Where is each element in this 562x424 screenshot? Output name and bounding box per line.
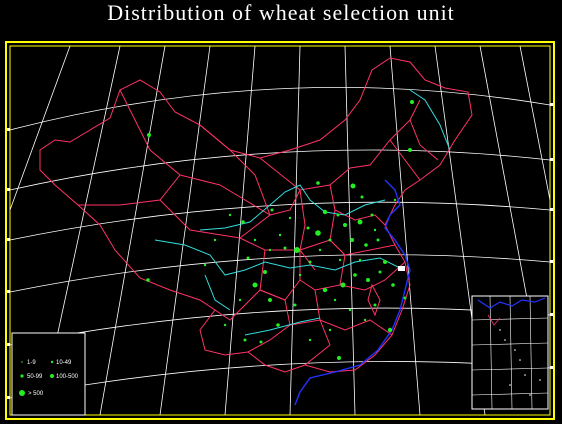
map-title: Distribution of wheat selection unit	[107, 0, 455, 25]
heilongjiang-river	[409, 89, 451, 151]
border-tibet	[159, 199, 266, 321]
legend-label-5: > 500	[28, 391, 44, 397]
border-hubei	[299, 239, 346, 291]
province-borders	[39, 57, 473, 373]
legend-label-3: 50-99	[27, 374, 43, 380]
map-frame	[5, 41, 555, 420]
legend-label-4: 100-500	[56, 374, 79, 380]
border-gansu	[199, 124, 301, 216]
rivers	[154, 89, 451, 336]
border-northeast-2	[389, 139, 421, 181]
legend-symbol-4	[50, 374, 54, 378]
legend-label-2: 10-49	[56, 360, 72, 366]
wheat-points	[146, 100, 414, 360]
city-marker	[398, 266, 405, 271]
yellow-river	[199, 184, 386, 231]
inset-frame	[471, 295, 549, 410]
yangtze-river	[154, 239, 401, 276]
border-shaanxi	[299, 189, 316, 271]
legend-box	[11, 332, 86, 416]
border-south-china	[289, 319, 331, 366]
border-henan	[329, 209, 396, 256]
border-north-china	[329, 184, 386, 226]
frame-ticks	[7, 103, 553, 399]
border-inner-mongolia	[259, 99, 421, 191]
tributary-southwest	[204, 274, 231, 311]
border-taiwan	[367, 283, 381, 317]
legend-symbol-1	[21, 361, 23, 363]
legend-symbol-2	[50, 360, 54, 364]
country-outline	[39, 57, 473, 373]
graticule	[9, 45, 551, 416]
border-qinghai	[179, 174, 271, 239]
legend: 1-9 10-49 50-99 100-500 > 500	[11, 332, 86, 416]
border-xinjiang	[78, 89, 181, 206]
legend-symbol-5	[19, 390, 25, 396]
border-hunan-jiangxi	[314, 289, 393, 336]
map-inner-frame	[9, 45, 551, 416]
inset-map	[471, 295, 549, 410]
border-northeast-1	[409, 119, 439, 161]
legend-label-1: 1-9	[27, 360, 36, 366]
legend-symbol-3	[20, 374, 24, 378]
coastline	[294, 179, 411, 406]
pearl-river	[244, 317, 321, 336]
border-east-coast	[339, 261, 406, 291]
